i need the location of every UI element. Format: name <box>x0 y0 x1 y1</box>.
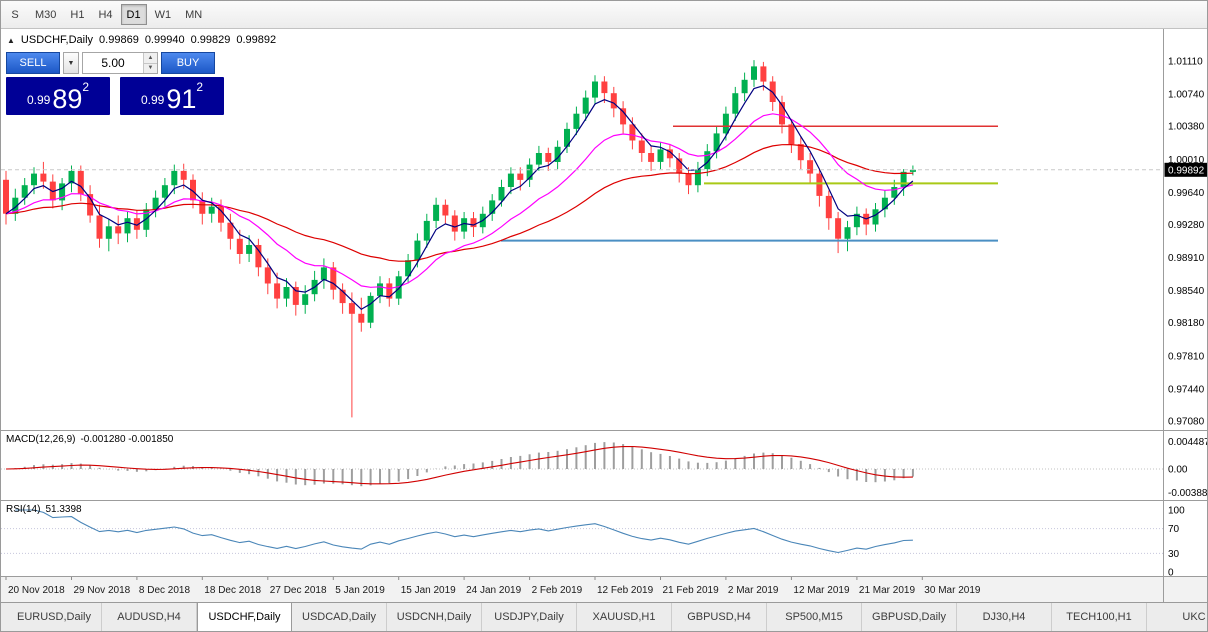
buy-button[interactable]: BUY <box>161 52 215 74</box>
timeframe-button-mn[interactable]: MN <box>185 8 203 21</box>
ohlc-high: 0.99940 <box>144 34 185 46</box>
timeframe-toolbar: S M30 H1 H4 D1 W1 MN <box>1 1 1207 29</box>
svg-text:0.00: 0.00 <box>1168 465 1188 476</box>
svg-text:0.97440: 0.97440 <box>1168 384 1205 395</box>
time-axis[interactable]: 20 Nov 2018 29 Nov 2018 8 Dec 2018 18 Dec 2… <box>5 577 981 596</box>
svg-text:21 Feb 2019: 21 Feb 2019 <box>663 585 720 596</box>
svg-text:12 Mar 2019: 12 Mar 2019 <box>793 585 850 596</box>
svg-text:1.01110: 1.01110 <box>1168 57 1203 68</box>
svg-text:0.004487: 0.004487 <box>1168 437 1208 448</box>
chart-tab-gbpusd[interactable]: GBPUSD,H4 <box>672 603 767 631</box>
chart-tab-sp500[interactable]: SP500,M15 <box>767 603 862 631</box>
chart-tab-eurusd[interactable]: EURUSD,Daily <box>7 603 102 631</box>
chart-tab-usdjpy[interactable]: USDJPY,Daily <box>482 603 577 631</box>
timeframe-button-h1[interactable]: H1 <box>70 8 85 21</box>
sell-price-prefix: 0.99 <box>26 93 51 107</box>
volume-dropdown-button[interactable]: ▼ <box>63 52 79 74</box>
macd-indicator-label: MACD(12,26,9) -0.001280 -0.001850 <box>6 434 173 445</box>
buy-price-big: 91 <box>166 84 197 114</box>
one-click-trading-panel: SELL ▼ 5.00 ▲ ▼ BUY 0.99 89 2 0.99 91 2 <box>6 52 228 115</box>
svg-text:0.98540: 0.98540 <box>1168 286 1205 297</box>
svg-text:12 Feb 2019: 12 Feb 2019 <box>597 585 654 596</box>
ohlc-low: 0.99829 <box>190 34 231 46</box>
buy-price-display[interactable]: 0.99 91 2 <box>120 77 224 115</box>
svg-text:24 Jan 2019: 24 Jan 2019 <box>466 585 521 596</box>
svg-text:0.98910: 0.98910 <box>1168 253 1205 264</box>
chart-symbol-label: USDCHF,Daily <box>20 34 94 46</box>
volume-stepper: 5.00 ▲ ▼ <box>82 52 158 74</box>
sell-price-display[interactable]: 0.99 89 2 <box>6 77 110 115</box>
timeframe-button-w1[interactable]: W1 <box>154 8 172 21</box>
ohlc-close: 0.99892 <box>236 34 277 46</box>
svg-text:0.97080: 0.97080 <box>1168 417 1205 428</box>
sell-button[interactable]: SELL <box>6 52 60 74</box>
timeframe-button-d1[interactable]: D1 <box>120 4 147 25</box>
chart-panels-background <box>1 29 1207 604</box>
buy-price-sup: 2 <box>196 80 204 94</box>
volume-increase-button[interactable]: ▲ <box>144 53 157 64</box>
rsi-name: RSI(14) <box>6 504 41 515</box>
rsi-panel: 100 70 30 0 <box>1 506 1185 579</box>
macd-panel: 0.004487 0.00 -0.003883 <box>1 437 1208 499</box>
chart-tab-xauusd[interactable]: XAUUSD,H1 <box>577 603 672 631</box>
moving-average-lines <box>5 85 914 311</box>
chart-canvas[interactable]: 1.011101.007401.003801.000100.996400.992… <box>1 1 1208 604</box>
macd-name: MACD(12,26,9) <box>6 434 76 445</box>
timeframe-button-m30[interactable]: M30 <box>35 8 57 21</box>
chart-tab-ukc[interactable]: UKC <box>1147 603 1207 631</box>
chart-tabbar: EURUSD,Daily AUDUSD,H4 USDCHF,Daily USDCAD,… <box>1 602 1207 631</box>
svg-text:15 Jan 2019: 15 Jan 2019 <box>401 585 456 596</box>
svg-text:20 Nov 2018: 20 Nov 2018 <box>8 585 65 596</box>
rsi-value: 51.3398 <box>45 504 82 515</box>
price-axis[interactable]: 1.01110 1.00740 1.00380 1.00010 0.99640 0.992… <box>1168 57 1205 428</box>
timeframe-button-s[interactable]: S <box>11 8 19 21</box>
ohlc-open: 0.99869 <box>99 34 139 46</box>
svg-text:0.99640: 0.99640 <box>1168 188 1205 199</box>
rsi-indicator-label: RSI(14) 51.3398 <box>6 504 82 515</box>
chevron-down-icon: ▼ <box>67 59 75 67</box>
sell-price-sup: 2 <box>82 80 90 94</box>
chart-tab-gbpusd[interactable]: GBPUSD,Daily <box>862 603 957 631</box>
chart-tab-usdcnh[interactable]: USDCNH,Daily <box>387 603 482 631</box>
svg-text:5 Jan 2019: 5 Jan 2019 <box>335 585 385 596</box>
volume-decrease-button[interactable]: ▼ <box>144 63 157 73</box>
svg-text:0.99280: 0.99280 <box>1168 220 1205 231</box>
volume-input[interactable]: 5.00 <box>101 56 125 70</box>
chart-tab-usdcad[interactable]: USDCAD,Daily <box>292 603 387 631</box>
sell-price-big: 89 <box>52 84 83 114</box>
svg-text:-0.003883: -0.003883 <box>1168 488 1208 499</box>
svg-text:1.00740: 1.00740 <box>1168 90 1205 101</box>
chart-header: ▲ USDCHF,Daily 0.99869 0.99940 0.99829 0… <box>7 34 276 46</box>
chart-tab-usdchf[interactable]: USDCHF,Daily <box>197 603 292 631</box>
svg-text:2 Mar 2019: 2 Mar 2019 <box>728 585 779 596</box>
svg-text:18 Dec 2018: 18 Dec 2018 <box>204 585 261 596</box>
svg-text:30 Mar 2019: 30 Mar 2019 <box>924 585 981 596</box>
macd-values: -0.001280 -0.001850 <box>80 434 174 445</box>
current-price-label: 0.99892 <box>1164 162 1207 177</box>
svg-text:1.00010: 1.00010 <box>1168 155 1205 166</box>
svg-text:2 Feb 2019: 2 Feb 2019 <box>532 585 583 596</box>
svg-text:0.98180: 0.98180 <box>1168 318 1205 329</box>
svg-text:30: 30 <box>1168 549 1180 560</box>
timeframe-button-h4[interactable]: H4 <box>98 8 113 21</box>
horizontal-line-objects[interactable] <box>501 125 998 242</box>
svg-text:27 Dec 2018: 27 Dec 2018 <box>270 585 327 596</box>
svg-text:21 Mar 2019: 21 Mar 2019 <box>859 585 916 596</box>
chart-tab-audusd[interactable]: AUDUSD,H4 <box>102 603 197 631</box>
svg-text:29 Nov 2018: 29 Nov 2018 <box>74 585 131 596</box>
svg-text:8 Dec 2018: 8 Dec 2018 <box>139 585 191 596</box>
chart-expand-icon[interactable]: ▲ <box>7 35 15 45</box>
svg-text:0.97810: 0.97810 <box>1168 351 1205 362</box>
svg-text:100: 100 <box>1168 506 1185 517</box>
svg-text:0.99892: 0.99892 <box>1168 165 1205 176</box>
chart-tab-dj30[interactable]: DJ30,H4 <box>957 603 1052 631</box>
svg-text:70: 70 <box>1168 524 1180 535</box>
chart-tab-tech100[interactable]: TECH100,H1 <box>1052 603 1147 631</box>
buy-price-prefix: 0.99 <box>140 93 165 107</box>
svg-text:1.00380: 1.00380 <box>1168 122 1205 133</box>
svg-text:0: 0 <box>1168 568 1174 579</box>
